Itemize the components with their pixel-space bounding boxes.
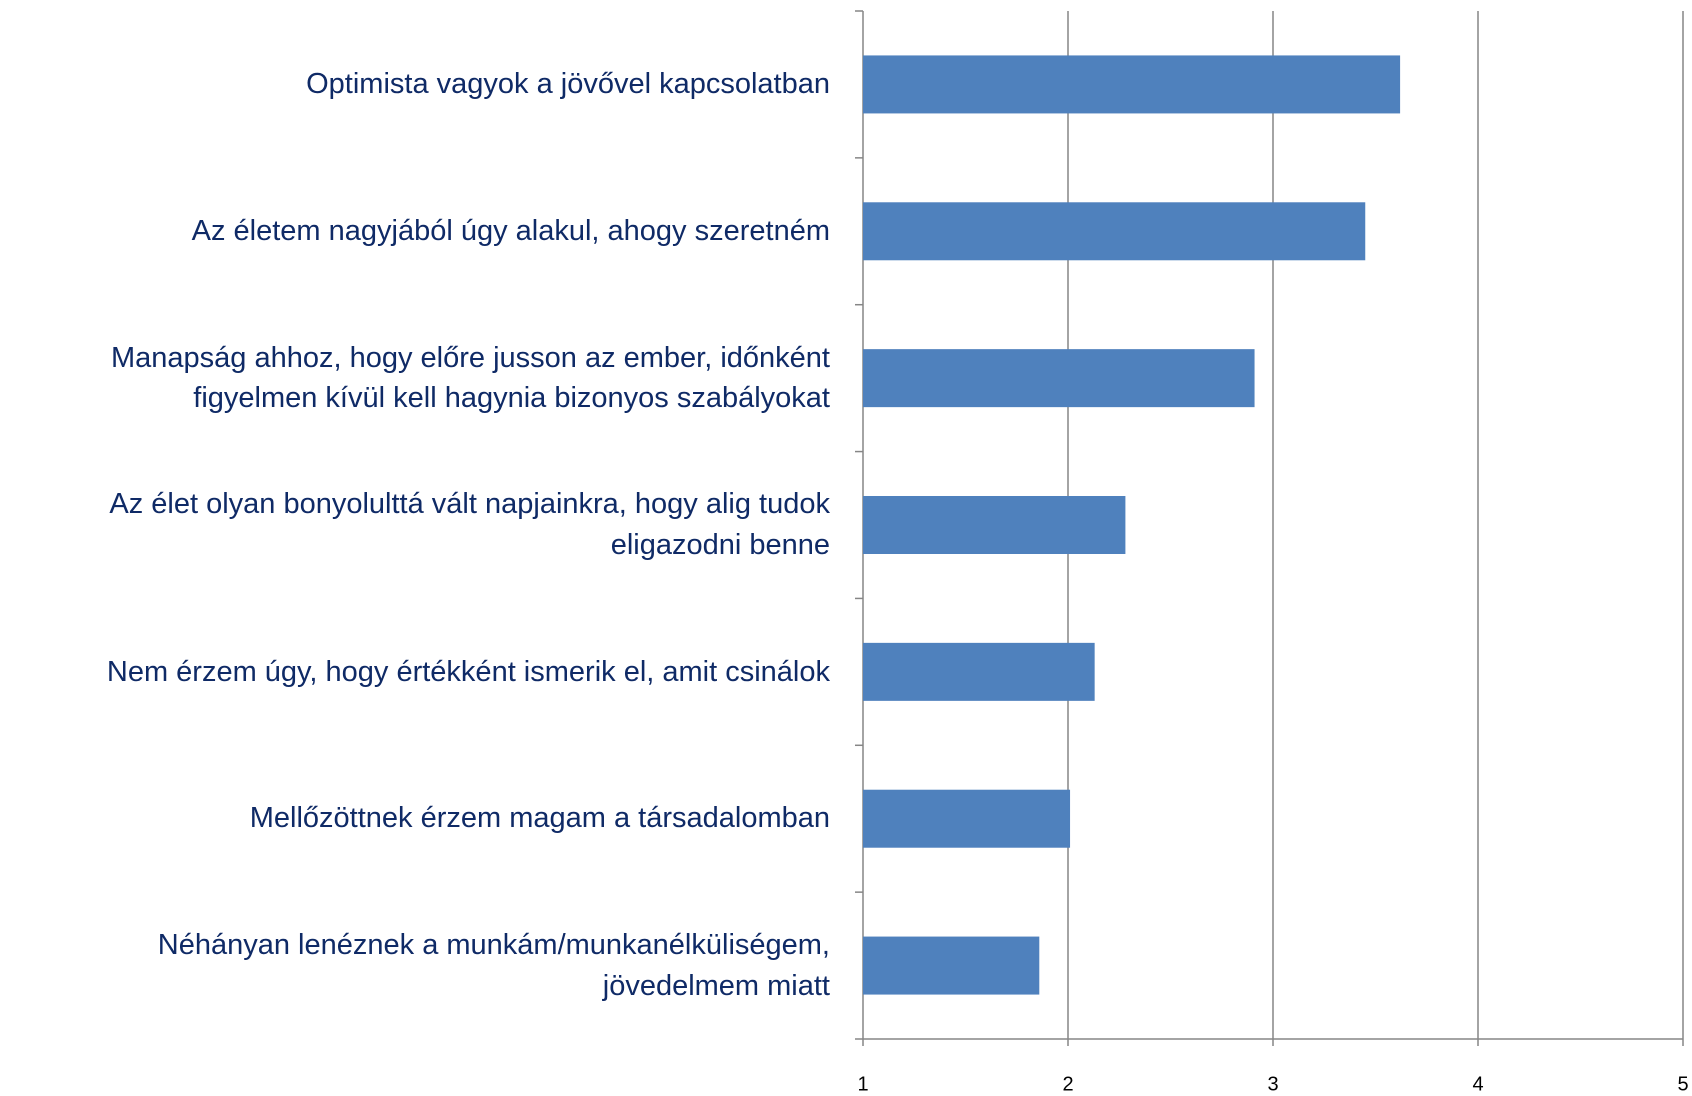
y-tick-label: Az életem nagyjából úgy alakul, ahogy sz…	[191, 214, 830, 247]
x-tick-label: 1	[857, 1073, 868, 1095]
x-tick-label: 5	[1677, 1073, 1688, 1095]
y-tick-label: Nem érzem úgy, hogy értékként ismerik el…	[106, 655, 830, 688]
x-tick-label: 4	[1472, 1073, 1483, 1095]
x-tick-label: 2	[1062, 1073, 1073, 1095]
bar	[863, 789, 1071, 848]
y-tick-label: Optimista vagyok a jövővel kapcsolatban	[306, 68, 830, 101]
bar	[863, 496, 1126, 554]
bar	[863, 936, 1040, 995]
y-tick-label: Az élet olyan bonyolulttá vált napjainkr…	[109, 488, 830, 561]
y-tick-label: Manapság ahhoz, hogy előre jusson az emb…	[110, 341, 830, 415]
y-tick-label: Mellőzöttnek érzem magam a társadalomban	[249, 802, 830, 835]
bar	[863, 642, 1095, 701]
bar	[863, 202, 1366, 261]
bar	[863, 55, 1401, 114]
y-tick-label: Néhányan lenéznek a munkám/munkanélkülis…	[157, 928, 830, 1002]
bar	[863, 349, 1255, 408]
x-tick-label: 3	[1267, 1073, 1278, 1095]
